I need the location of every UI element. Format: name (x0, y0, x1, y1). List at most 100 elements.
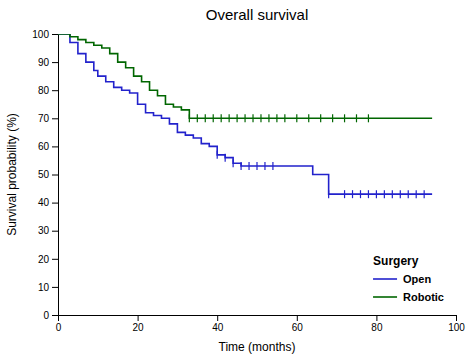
x-tick: 60 (292, 315, 304, 333)
legend-swatch (373, 296, 397, 298)
y-tick-mark (52, 231, 58, 232)
x-axis: 0 20 40 60 80 100 (56, 315, 466, 333)
x-tick-mark (297, 315, 298, 321)
y-tick: 40 (38, 197, 58, 208)
censor-mark (256, 162, 257, 170)
y-axis-title: Survival probability (%) (5, 113, 19, 236)
y-tick-label: 80 (38, 85, 50, 96)
x-tick: 100 (448, 315, 465, 333)
y-tick: 90 (38, 57, 58, 68)
censor-mark (356, 114, 357, 122)
y-tick: 60 (38, 141, 58, 152)
y-tick-label: 0 (43, 310, 49, 321)
title: Overall survival (206, 6, 309, 23)
censor-mark (244, 114, 245, 122)
x-tick-label: 60 (292, 322, 304, 333)
y-tick-mark (52, 90, 58, 91)
legend-label: Open (403, 273, 431, 285)
censor-mark (233, 159, 234, 167)
censor-mark (320, 114, 321, 122)
censor-mark (272, 162, 273, 170)
y-tick-mark (52, 34, 58, 35)
y-tick: 80 (38, 85, 58, 96)
x-tick-label: 40 (212, 322, 224, 333)
censor-mark (240, 162, 241, 170)
censor-mark (276, 114, 277, 122)
y-tick-label: 90 (38, 57, 50, 68)
censor-mark (344, 114, 345, 122)
y-tick-mark (52, 62, 58, 63)
censor-mark (328, 190, 329, 198)
censor-mark (408, 190, 409, 198)
y-tick-label: 10 (38, 282, 50, 293)
y-tick-label: 20 (38, 253, 50, 264)
censor-mark (268, 114, 269, 122)
censor-mark (248, 162, 249, 170)
x-axis-line (59, 316, 457, 322)
censor-mark (260, 114, 261, 122)
y-tick-label: 60 (38, 141, 50, 152)
legend-swatch (373, 278, 397, 280)
y-tick: 20 (38, 253, 58, 264)
y-tick-label: 100 (32, 29, 49, 40)
censor-mark (352, 190, 353, 198)
y-tick: 70 (38, 113, 58, 124)
x-axis-title: Time (months) (219, 340, 296, 354)
censor-mark (221, 114, 222, 122)
survival-curve (58, 34, 432, 194)
censor-mark (392, 190, 393, 198)
x-tick: 20 (133, 315, 145, 333)
y-tick-mark (52, 315, 58, 316)
censor-mark (237, 114, 238, 122)
y-tick-label: 40 (38, 197, 50, 208)
x-tick-mark (376, 315, 377, 321)
censor-mark (252, 114, 253, 122)
y-tick-mark (52, 203, 58, 204)
censor-mark (296, 114, 297, 122)
y-tick: 0 (43, 310, 58, 321)
censor-mark (308, 114, 309, 122)
y-tick: 10 (38, 282, 58, 293)
x-tick: 0 (56, 315, 62, 333)
plot-area (58, 34, 432, 198)
x-tick-mark (138, 315, 139, 321)
censor-mark (332, 114, 333, 122)
y-axis-line (52, 35, 59, 316)
censor-mark (424, 190, 425, 198)
x-tick-mark (217, 315, 218, 321)
y-tick-mark (52, 146, 58, 147)
y-axis: 0 10 20 30 40 50 60 70 80 90 100 (32, 29, 58, 321)
censor-mark (416, 190, 417, 198)
y-tick: 100 (32, 29, 58, 40)
legend-title: Surgery (373, 254, 419, 268)
x-tick: 80 (371, 315, 383, 333)
censor-mark (205, 114, 206, 122)
x-tick-mark (456, 315, 457, 321)
survival-curve (58, 34, 432, 118)
censor-mark (360, 190, 361, 198)
y-tick-mark (52, 287, 58, 288)
y-tick-mark (52, 259, 58, 260)
censor-mark (229, 114, 230, 122)
x-tick-label: 100 (448, 322, 465, 333)
y-tick-mark (52, 118, 58, 119)
censor-mark (344, 190, 345, 198)
censor-mark (368, 190, 369, 198)
censor-mark (213, 114, 214, 122)
y-tick-label: 70 (38, 113, 50, 124)
censor-mark (189, 114, 190, 122)
censor-mark (384, 190, 385, 198)
censor-mark (264, 162, 265, 170)
legend: SurgeryOpenRobotic (373, 254, 444, 303)
censor-mark (217, 151, 218, 159)
x-tick: 40 (212, 315, 224, 333)
censor-mark (376, 190, 377, 198)
y-tick-mark (52, 175, 58, 176)
censor-mark (368, 114, 369, 122)
y-tick: 30 (38, 225, 58, 236)
x-tick-label: 20 (133, 322, 145, 333)
y-tick-label: 50 (38, 169, 50, 180)
chart: 0 20 40 60 80 100 0 10 20 30 40 50 60 70 80 90 100 Overal… (0, 0, 474, 361)
censor-mark (197, 114, 198, 122)
censor-mark (225, 154, 226, 162)
